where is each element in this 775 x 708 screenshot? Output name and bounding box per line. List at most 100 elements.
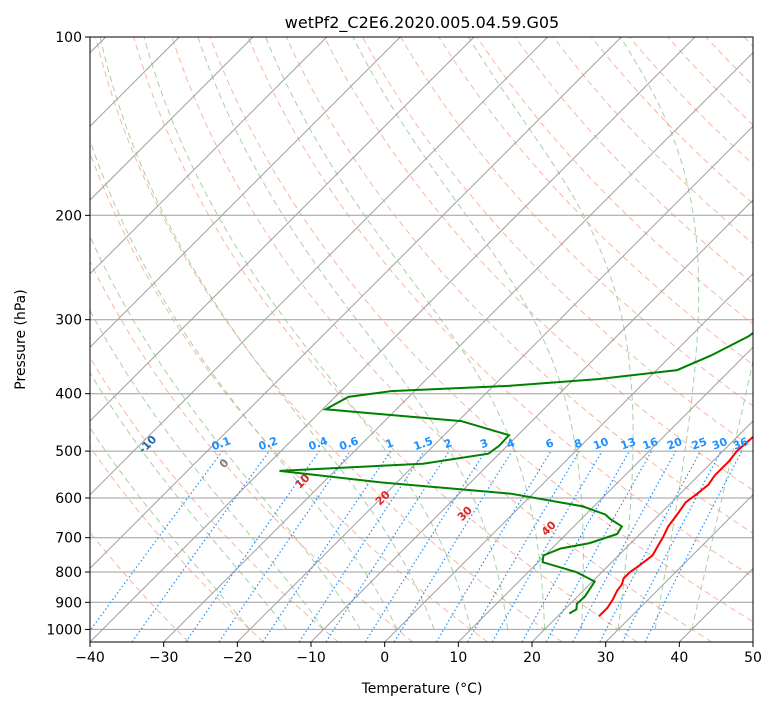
- mixing-ratio-line: [90, 450, 223, 632]
- moist-adiabat-line: [265, 37, 546, 630]
- isotherm-line: [605, 493, 753, 642]
- isotherm-line: [310, 199, 753, 642]
- dry-adiabat-line: [514, 37, 753, 285]
- y-tick-label: 600: [55, 491, 82, 507]
- dry-adiabat-line: [476, 37, 753, 325]
- y-tick-label: 300: [55, 313, 82, 329]
- plot-frame: [89, 36, 754, 643]
- isotherm-line: [90, 37, 549, 496]
- dry-adiabat-line: [90, 260, 414, 642]
- mixing-ratio-line: [644, 450, 743, 642]
- y-tick-label: 800: [55, 565, 82, 581]
- temperature-profile-line: [598, 435, 753, 617]
- mixing-ratio-label: 25: [690, 435, 709, 452]
- profile-lines: [279, 331, 753, 617]
- mixing-ratio-label: 0.1: [210, 434, 233, 453]
- dry-adiabat-line: [95, 37, 563, 642]
- mixing-ratio-label: 30: [710, 435, 729, 453]
- isotherm-line: [90, 37, 696, 642]
- x-axis-title: Temperature (°C): [361, 681, 483, 697]
- moist-adiabat-line: [197, 37, 509, 630]
- dry-adiabat-line: [90, 445, 264, 642]
- moist-adiabat-line: [467, 37, 634, 630]
- mixing-ratio-label: 20: [665, 435, 684, 453]
- isotherm-line: [457, 346, 753, 642]
- x-tick-label: 30: [597, 650, 615, 666]
- moist-adiabat-line: [352, 37, 584, 630]
- y-tick-label: 1000: [46, 622, 82, 638]
- mixing-ratio-line: [325, 450, 450, 642]
- moist-adiabat-line: [691, 358, 753, 630]
- moist-adiabat-line: [143, 37, 472, 630]
- x-tick-label: 20: [523, 650, 541, 666]
- mixing-ratio-label: 0.4: [307, 434, 330, 453]
- isotherm-line: [90, 37, 328, 275]
- isoline-labels: 0.10.20.40.611.52346810131620253036-100-…: [136, 433, 750, 539]
- isotherm-line: [531, 420, 753, 642]
- x-tick-label: −10: [296, 650, 326, 666]
- mixing-ratio-label: 1.5: [412, 434, 435, 453]
- x-tick-label: 10: [449, 650, 467, 666]
- mixing-ratio-line: [218, 450, 351, 642]
- x-tick-label: 0: [380, 650, 389, 666]
- mixing-ratio-line: [521, 450, 631, 642]
- isotherm-line: [163, 51, 753, 642]
- y-tick-label: 500: [55, 444, 82, 460]
- x-axis: −40 −30 −20 −10 0 10 20 30 40 50: [75, 642, 762, 666]
- mixing-ratio-label: 0.6: [338, 434, 361, 453]
- isotherm-line: [90, 37, 254, 201]
- dewpoint-profile-line: [279, 331, 753, 615]
- isotherm-line: [90, 37, 475, 422]
- moist-adiabat-line: [90, 427, 251, 630]
- mixing-ratio-line: [393, 450, 513, 642]
- mixing-ratio-label: 2: [442, 436, 454, 451]
- mixing-ratio-label: 6: [544, 436, 556, 451]
- isotherm-line: [90, 37, 622, 570]
- dry-adiabat-line: [247, 37, 753, 578]
- dry-adiabat-line: [209, 37, 753, 623]
- dry-adiabat-line: [90, 356, 339, 642]
- moist-adiabat-line: [90, 235, 361, 630]
- y-tick-label: 100: [55, 30, 82, 46]
- moist-adiabat-line: [619, 37, 700, 630]
- mixing-ratio-line: [545, 450, 653, 642]
- y-tick-label: 400: [55, 387, 82, 403]
- y-tick-label: 200: [55, 208, 82, 224]
- x-tick-label: 50: [744, 650, 762, 666]
- y-axis: 100 200 300 400 500 600 700 800 900 1000: [46, 30, 90, 638]
- isotherm-line: [236, 125, 753, 642]
- mixing-ratio-line: [572, 450, 677, 642]
- x-tick-label: 40: [670, 650, 688, 666]
- dry-adiabat-line: [285, 37, 753, 535]
- moist-adiabat-line: [90, 371, 288, 630]
- dry-adiabat-line: [171, 37, 712, 642]
- mixing-ratio-label: 3: [478, 436, 490, 451]
- mixing-ratio-line: [262, 450, 392, 642]
- mixing-ratio-label: 36: [731, 435, 750, 453]
- mixing-ratio-label: 10: [591, 435, 610, 453]
- chart-title: wetPf2_C2E6.2020.005.04.59.G05: [285, 13, 559, 33]
- mixing-ratio-line: [185, 450, 320, 642]
- x-tick-label: −40: [75, 650, 105, 666]
- isotherm-line: [90, 37, 401, 349]
- y-tick-label: 700: [55, 531, 82, 547]
- moist-adiabat-line: [99, 37, 435, 630]
- mixing-ratio-line: [131, 450, 270, 642]
- moist-adiabat-line: [90, 309, 325, 630]
- isotherm-line: [384, 272, 753, 642]
- y-axis-title: Pressure (hPa): [13, 289, 29, 389]
- mixing-ratio-label: 16: [641, 435, 660, 453]
- x-tick-label: −30: [149, 650, 179, 666]
- x-tick-label: −20: [223, 650, 253, 666]
- dry-adiabat-line: [323, 37, 753, 491]
- moist-adiabat-line: [90, 138, 398, 630]
- mixing-ratio-label: 1: [384, 436, 396, 451]
- mixing-ratio-label: 13: [619, 435, 638, 452]
- mixing-ratio-label: 8: [572, 436, 584, 451]
- mixing-ratio-label: 0.2: [257, 434, 280, 453]
- mixing-ratio-line: [298, 450, 425, 642]
- mixing-ratio-label: 4: [505, 436, 517, 451]
- y-tick-label: 900: [55, 595, 82, 611]
